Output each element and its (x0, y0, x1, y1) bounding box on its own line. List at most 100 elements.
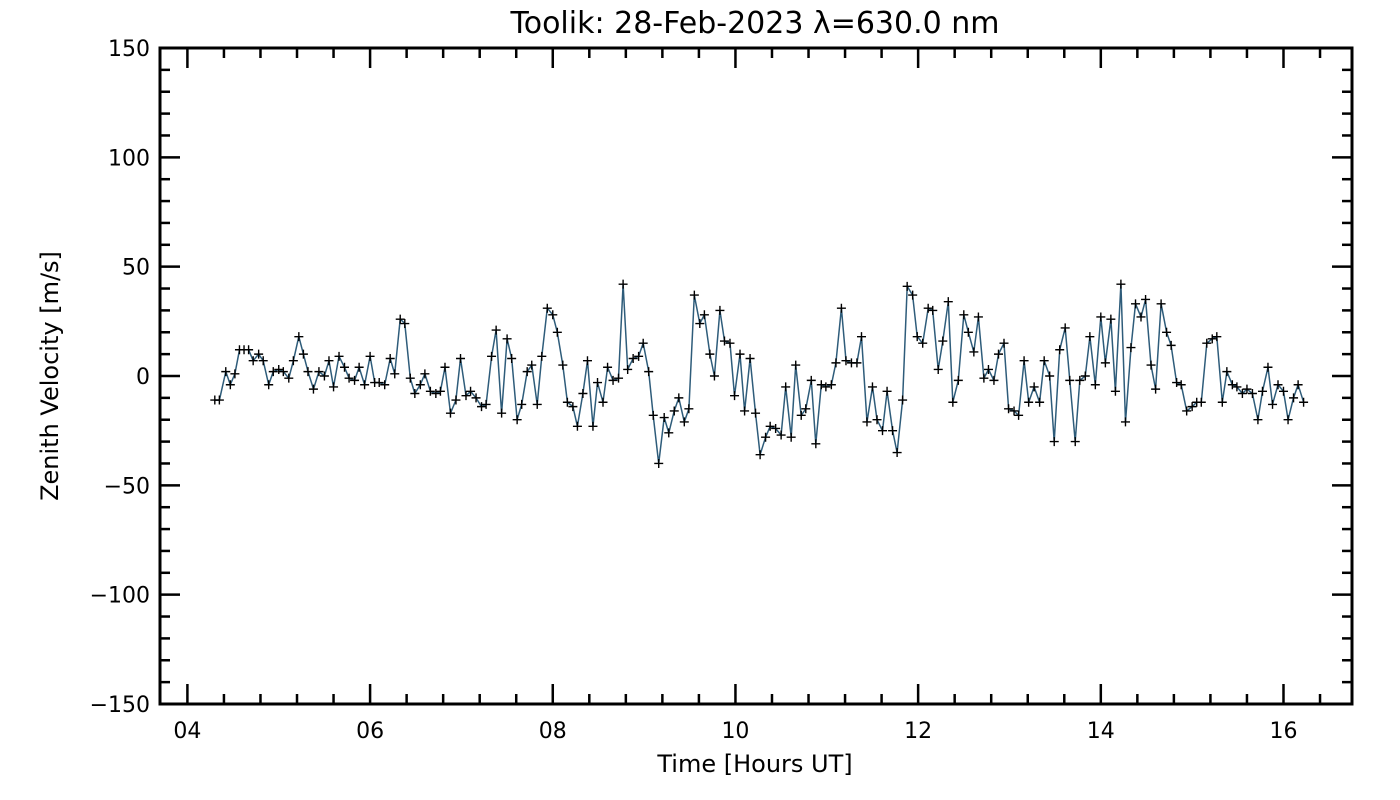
data-point-marker (959, 310, 969, 320)
data-point-marker (1035, 397, 1045, 407)
data-point-marker (628, 354, 638, 364)
data-point-marker (1187, 402, 1197, 412)
data-point-marker (608, 375, 618, 385)
y-tick-label: 0 (136, 365, 150, 390)
data-point-marker (1232, 382, 1242, 392)
data-point-marker (614, 373, 624, 383)
data-point-marker (1070, 437, 1080, 447)
data-point-marker (674, 393, 684, 403)
data-point-marker (445, 408, 455, 418)
data-point-marker (912, 332, 922, 342)
x-tick-label: 08 (539, 719, 567, 744)
data-point-marker (1110, 386, 1120, 396)
data-point-marker (314, 367, 324, 377)
series-line (214, 283, 1305, 464)
y-tick-label: 150 (108, 37, 150, 62)
data-point-marker (507, 354, 517, 364)
data-point-marker (1116, 279, 1126, 289)
data-point-marker (390, 369, 400, 379)
data-point-marker (659, 413, 669, 423)
data-point-marker (522, 367, 532, 377)
data-point-marker (1278, 386, 1288, 396)
data-point-marker (709, 371, 719, 381)
data-point-marker (466, 386, 476, 396)
data-series (210, 279, 1309, 468)
data-point-marker (725, 338, 735, 348)
data-point-marker (502, 334, 512, 344)
data-point-marker (908, 290, 918, 300)
y-tick-label: 100 (108, 146, 150, 171)
data-point-marker (456, 354, 466, 364)
data-point-marker (740, 406, 750, 416)
data-point-marker (268, 367, 278, 377)
data-point-marker (664, 428, 674, 438)
data-point-marker (801, 404, 811, 414)
data-point-marker (989, 375, 999, 385)
data-point-marker (548, 310, 558, 320)
data-point-marker (1075, 375, 1085, 385)
x-tick-label: 10 (721, 719, 749, 744)
data-point-marker (278, 367, 288, 377)
data-point-marker (888, 426, 898, 436)
data-point-marker (360, 380, 370, 390)
data-point-marker (953, 375, 963, 385)
data-point-marker (340, 362, 350, 372)
data-point-marker (497, 408, 507, 418)
data-point-marker (654, 458, 664, 468)
data-point-marker (806, 375, 816, 385)
y-tick-label: −100 (90, 584, 150, 609)
data-point-marker (284, 373, 294, 383)
data-point-marker (882, 386, 892, 396)
data-point-marker (761, 432, 771, 442)
data-point-marker (1126, 343, 1136, 353)
data-point-marker (1242, 384, 1252, 394)
data-point-marker (1049, 437, 1059, 447)
data-point-marker (354, 362, 364, 372)
data-point-marker (334, 351, 344, 361)
data-point-marker (1166, 340, 1176, 350)
data-point-marker (537, 351, 547, 361)
data-point-marker (745, 354, 755, 364)
y-tick-label: 50 (122, 256, 150, 281)
data-point-marker (477, 402, 487, 412)
data-point-marker (1293, 380, 1303, 390)
data-point-marker (248, 356, 258, 366)
data-point-marker (288, 356, 298, 366)
data-point-marker (558, 360, 568, 370)
data-point-marker (420, 369, 430, 379)
data-point-marker (862, 417, 872, 427)
data-point-marker (1100, 358, 1110, 368)
data-point-marker (385, 354, 395, 364)
data-point-marker (695, 319, 705, 329)
data-point-marker (1268, 399, 1278, 409)
data-point-marker (1009, 406, 1019, 416)
data-point-marker (878, 426, 888, 436)
chart-title: Toolik: 28-Feb-2023 λ=630.0 nm (510, 6, 1000, 41)
data-point-marker (405, 373, 415, 383)
data-point-marker (867, 382, 877, 392)
data-point-marker (943, 297, 953, 307)
data-point-marker (1217, 397, 1227, 407)
data-point-marker (1085, 332, 1095, 342)
data-point-marker (1039, 356, 1049, 366)
data-point-marker (598, 397, 608, 407)
data-point-marker (294, 332, 304, 342)
data-point-marker (1120, 417, 1130, 427)
data-point-marker (923, 303, 933, 313)
data-point-marker (588, 421, 598, 431)
data-point-marker (1247, 388, 1257, 398)
data-point-marker (689, 290, 699, 300)
data-point-marker (892, 448, 902, 458)
data-point-marker (948, 397, 958, 407)
data-point-marker (440, 362, 450, 372)
x-tick-label: 16 (1269, 719, 1297, 744)
data-point-marker (552, 327, 562, 337)
data-point-marker (618, 279, 628, 289)
data-point-marker (1090, 380, 1100, 390)
data-point-marker (244, 345, 254, 355)
data-point-marker (1060, 323, 1070, 333)
data-point-marker (644, 367, 654, 377)
data-point-marker (1004, 404, 1014, 414)
data-point-marker (1283, 415, 1293, 425)
data-point-marker (1196, 397, 1206, 407)
